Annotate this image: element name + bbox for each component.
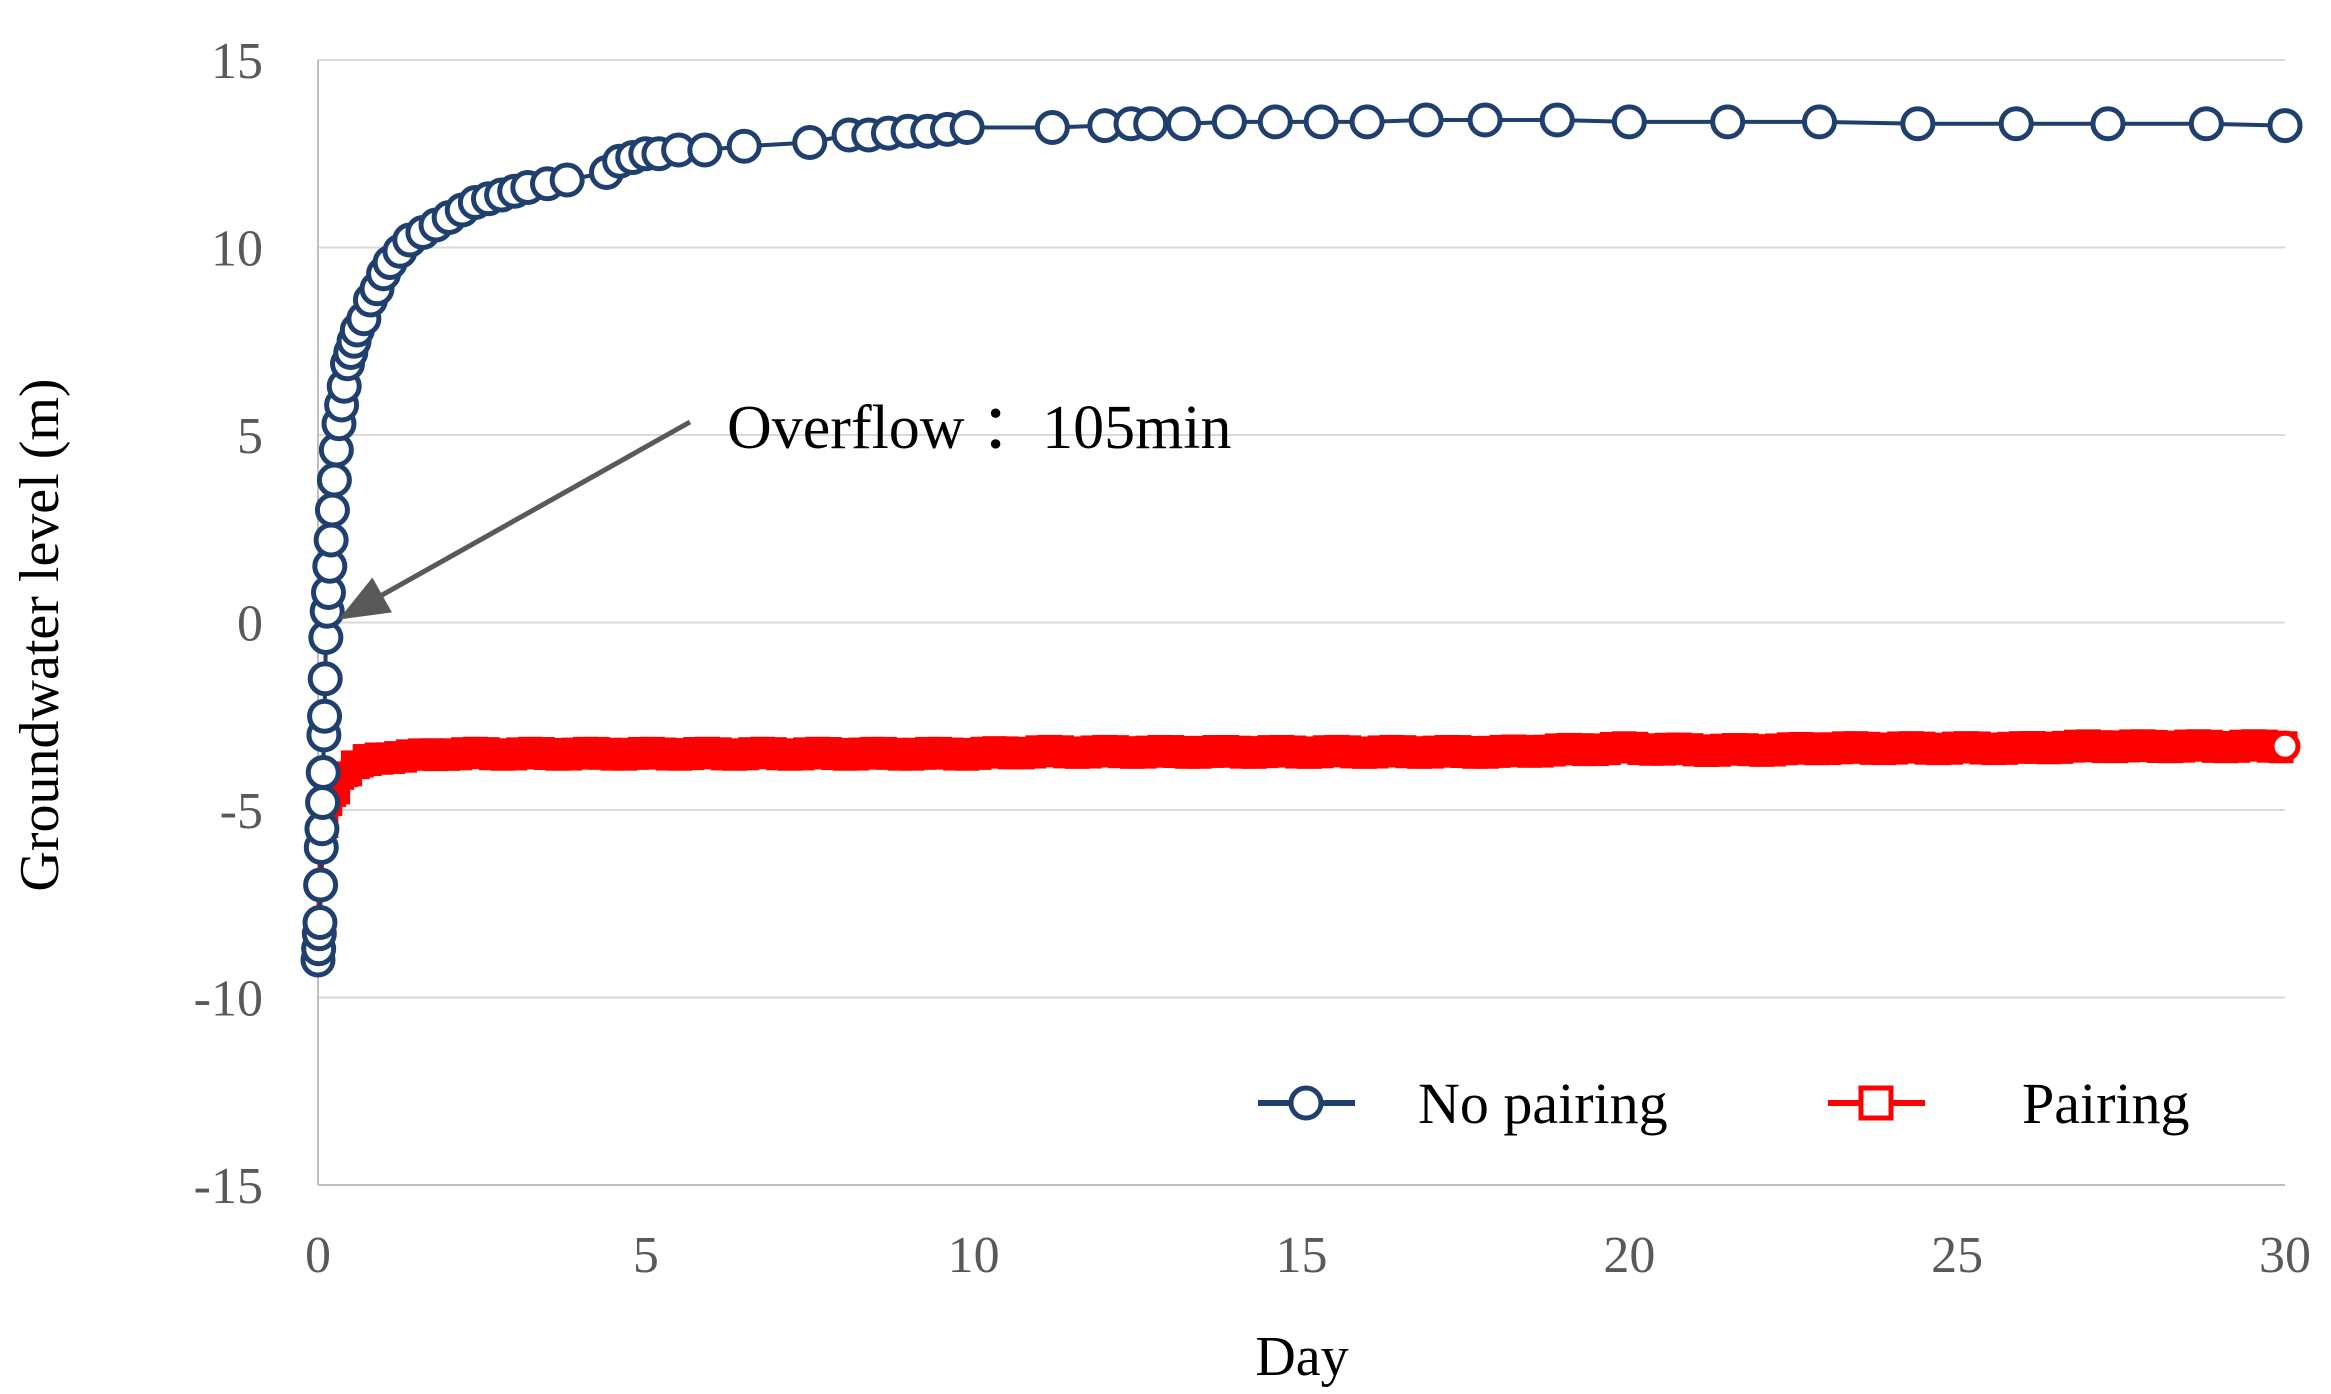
no-pairing-marker: [1467, 102, 1503, 138]
legend-marker-circle: [1288, 1085, 1324, 1121]
y-tick-label: 5: [237, 408, 263, 465]
y-axis-title: Groundwater level (m): [9, 378, 71, 891]
series-pairing: [305, 729, 2301, 973]
no-pairing-marker: [1539, 102, 1575, 138]
annotation-text: Overflow ：105min: [727, 394, 1232, 462]
series-line-pairing: [315, 743, 2285, 961]
x-tick-label: 5: [633, 1227, 659, 1284]
series-line-no-pairing: [316, 118, 2286, 961]
no-pairing-marker: [949, 110, 985, 145]
y-tick-label: -5: [220, 783, 263, 840]
y-tick-label: 0: [237, 596, 263, 653]
x-tick-labels: 0 5 10 15 20 25 30: [305, 1227, 2311, 1284]
no-pairing-marker: [549, 162, 585, 198]
x-tick-label: 25: [1931, 1227, 1983, 1284]
legend: No pairing Pairing: [1258, 1071, 2190, 1136]
y-tick-label: 15: [211, 33, 263, 90]
y-tick-label: 10: [211, 221, 263, 278]
no-pairing-marker: [1801, 104, 1837, 140]
no-pairing-marker: [687, 132, 723, 168]
x-tick-label: 0: [305, 1227, 331, 1284]
no-pairing-marker: [2267, 108, 2303, 144]
no-pairing-marker: [792, 125, 828, 160]
no-pairing-marker: [316, 462, 352, 498]
no-pairing-marker: [314, 492, 350, 528]
no-pairing-marker: [1408, 102, 1444, 138]
no-pairing-marker: [726, 128, 762, 164]
no-pairing-marker: [305, 785, 341, 820]
x-tick-label: 10: [948, 1227, 1000, 1284]
no-pairing-marker: [1257, 104, 1293, 140]
no-pairing-marker: [303, 867, 339, 903]
no-pairing-marker: [1998, 106, 2034, 142]
legend-label-no-pairing: No pairing: [1418, 1071, 1668, 1136]
y-tick-label: -10: [194, 971, 263, 1028]
legend-label-pairing: Pairing: [2022, 1071, 2190, 1136]
gridlines: [318, 59, 2285, 1186]
annotation-arrow: [338, 419, 692, 620]
no-pairing-marker: [1133, 106, 1169, 142]
legend-item-pairing: Pairing: [1828, 1071, 2190, 1136]
no-pairing-marker: [1611, 104, 1647, 140]
no-pairing-marker: [307, 698, 343, 734]
no-pairing-marker: [2090, 106, 2126, 142]
y-tick-label: -15: [194, 1158, 263, 1215]
y-tick-labels: 15 10 5 0 -5 -10 -15: [194, 33, 263, 1215]
no-pairing-marker: [307, 661, 343, 697]
x-tick-label: 15: [1276, 1227, 1328, 1284]
no-pairing-marker: [1034, 110, 1070, 145]
no-pairing-marker: [1900, 106, 1936, 142]
no-pairing-marker: [1165, 106, 1201, 142]
no-pairing-marker: [1710, 104, 1746, 140]
x-axis-title: Day: [1255, 1326, 1348, 1388]
pairing-end-marker: [2269, 730, 2301, 762]
no-pairing-marker: [1349, 104, 1385, 140]
no-pairing-marker: [1211, 104, 1247, 140]
no-pairing-marker: [302, 905, 338, 940]
no-pairing-marker: [1303, 104, 1339, 140]
no-pairing-marker: [313, 522, 349, 558]
no-pairing-marker: [305, 755, 341, 790]
overflow-annotation: Overflow ：105min: [338, 394, 1232, 620]
legend-marker-square: [1858, 1085, 1894, 1121]
x-tick-label: 30: [2259, 1227, 2311, 1284]
series-no-pairing: [300, 102, 2303, 978]
no-pairing-marker: [2188, 106, 2224, 142]
legend-item-no-pairing: No pairing: [1258, 1071, 1668, 1136]
x-tick-label: 20: [1603, 1227, 1655, 1284]
